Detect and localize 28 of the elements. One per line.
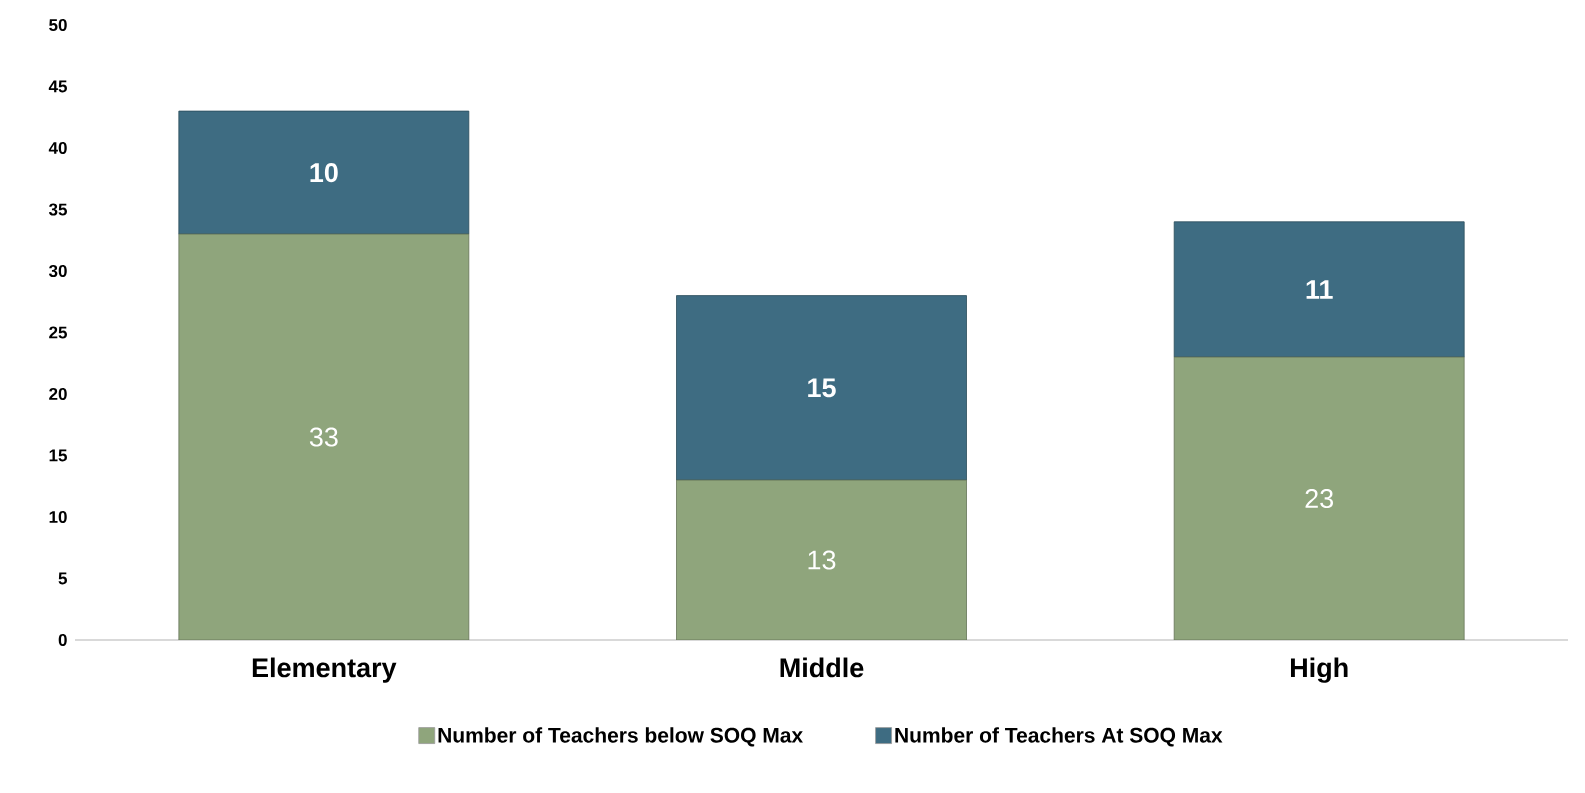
y-tick-label: 0 xyxy=(58,633,67,647)
x-tick-label: Elementary xyxy=(252,657,397,683)
y-tick-label: 35 xyxy=(48,203,67,216)
y-tick-label: 25 xyxy=(49,326,67,339)
bar xyxy=(676,479,967,640)
data-label: 33 xyxy=(309,427,338,447)
data-label: 13 xyxy=(808,550,836,570)
data-label: 15 xyxy=(808,378,836,398)
bar xyxy=(178,110,470,235)
data-label: 11 xyxy=(1306,280,1333,299)
y-tick-label: 20 xyxy=(49,387,67,401)
legend-label: Number of Teachers At SOQ Max xyxy=(895,727,1223,747)
x-tick-label: High xyxy=(1290,657,1348,683)
y-tick-label: 45 xyxy=(48,80,67,93)
legend-label: Number of Teachers below SOQ Max xyxy=(438,727,803,747)
bar xyxy=(1173,221,1465,358)
data-label: 23 xyxy=(1305,488,1334,509)
y-tick-label: 5 xyxy=(58,572,67,585)
bar xyxy=(178,233,470,640)
data-label: 10 xyxy=(310,163,338,183)
y-tick-label: 30 xyxy=(48,264,67,278)
bar xyxy=(1173,356,1465,640)
y-tick-label: 15 xyxy=(49,449,67,462)
y-tick-label: 10 xyxy=(49,510,67,524)
bar xyxy=(676,295,967,481)
x-tick-label: Middle xyxy=(780,657,864,678)
y-tick-label: 40 xyxy=(48,141,67,155)
y-tick-label: 50 xyxy=(49,18,67,32)
